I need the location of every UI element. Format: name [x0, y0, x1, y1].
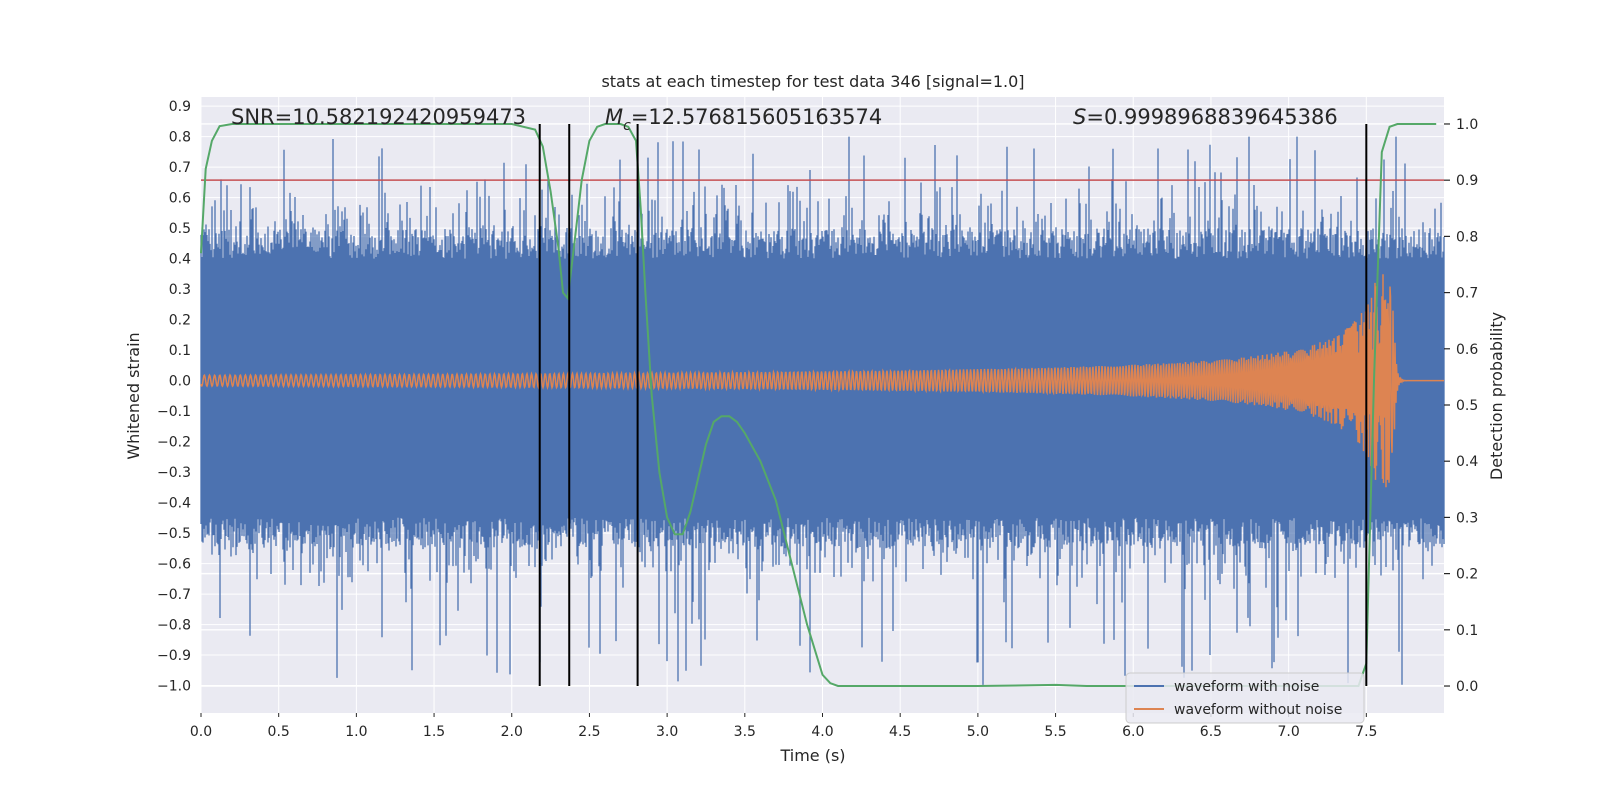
overlap-annotation: S=0.9998968839645386 [1073, 105, 1338, 129]
x-tick-label: 7.0 [1277, 724, 1299, 740]
y-tick-label: 0.2 [169, 313, 191, 329]
y-tick-label: −0.7 [157, 587, 191, 603]
x-tick-label: 3.0 [656, 724, 678, 740]
y2-axis-label: Detection probability [1487, 312, 1506, 480]
y-axis-ticks: 0.9 0.8 0.7 0.6 0.5 0.4 0.3 0.2 0.1 0.0 −0.1 −0.2 −0… [157, 99, 191, 694]
x-tick-label: 2.5 [578, 724, 600, 740]
y2-tick-label: 0.4 [1456, 454, 1478, 470]
legend-box [1125, 672, 1365, 724]
x-tick-label: 1.0 [345, 724, 367, 740]
x-tick-label: 3.5 [734, 724, 756, 740]
y2-tick-label: 0.3 [1456, 510, 1478, 526]
vertical-lines [538, 123, 1368, 687]
overlap-value: =0.9998968839645386 [1086, 105, 1337, 129]
legend: waveform with noise waveform without noi… [1125, 672, 1365, 724]
y-tick-label: −0.1 [157, 404, 191, 420]
x-tick-label: 5.0 [967, 724, 989, 740]
y-tick-label: −0.6 [157, 557, 191, 573]
y-tick-label: −0.4 [157, 496, 191, 512]
x-tick-label: 4.5 [889, 724, 911, 740]
y-tick-label: 0.1 [169, 343, 191, 359]
x-tick-label: 1.5 [423, 724, 445, 740]
x-tick-label: 7.5 [1355, 724, 1377, 740]
chirp-mass-symbol: M [605, 105, 623, 129]
clean-waveform-series [200, 274, 1444, 488]
chart-title: stats at each timestep for test data 346… [601, 72, 1024, 91]
y-tick-label: −0.5 [157, 526, 191, 542]
y2-tick-label: 0.1 [1456, 623, 1478, 639]
y-tick-label: −1.0 [157, 679, 191, 695]
y2-tick-label: 0.8 [1456, 229, 1478, 245]
y-tick-label: 0.5 [169, 221, 191, 237]
y-tick-label: −0.3 [157, 465, 191, 481]
y-tick-label: 0.9 [169, 99, 191, 115]
y2-tick-label: 0.0 [1456, 679, 1478, 695]
x-tick-label: 4.0 [811, 724, 833, 740]
chirp-mass-annotation: Mc=12.576815605163574 [605, 105, 882, 134]
x-tick-label: 0.0 [190, 724, 212, 740]
x-axis-ticks: 0.0 0.5 1.0 1.5 2.0 2.5 3.0 3.5 4.0 4.5 5.0 5.5 6.0 6… [190, 713, 1377, 740]
y-tick-label: 0.3 [169, 282, 191, 298]
y2-tick-label: 0.2 [1456, 567, 1478, 583]
x-tick-label: 5.5 [1044, 724, 1066, 740]
x-axis-label: Time (s) [779, 746, 845, 765]
y2-tick-label: 1.0 [1456, 117, 1478, 133]
chirp-mass-subscript: c [623, 118, 631, 134]
x-tick-label: 2.0 [501, 724, 523, 740]
y-tick-label: 0.6 [169, 191, 191, 207]
overlap-symbol: S [1073, 105, 1086, 129]
legend-label-clean: waveform without noise [1174, 702, 1342, 718]
x-tick-label: 0.5 [268, 724, 290, 740]
y-tick-label: −0.2 [157, 435, 191, 451]
y-tick-label: 0.0 [169, 374, 191, 390]
x-tick-label: 6.0 [1122, 724, 1144, 740]
legend-label-noise: waveform with noise [1174, 679, 1319, 695]
y-tick-label: −0.8 [157, 618, 191, 634]
clean-waveform-line [200, 274, 1444, 488]
y-axis-label: Whitened strain [124, 332, 143, 459]
y2-tick-label: 0.6 [1456, 342, 1478, 358]
y2-axis-ticks: 1.0 0.9 0.8 0.7 0.6 0.5 0.4 0.3 0.2 0.1 0.0 [1444, 117, 1478, 695]
y2-tick-label: 0.9 [1456, 173, 1478, 189]
y2-tick-label: 0.7 [1456, 286, 1478, 302]
y-tick-label: 0.4 [169, 252, 191, 268]
x-tick-label: 6.5 [1200, 724, 1222, 740]
y2-tick-label: 0.5 [1456, 398, 1478, 414]
snr-annotation: SNR=10.582192420959473 [231, 105, 526, 129]
y-tick-label: −0.9 [157, 648, 191, 664]
chirp-mass-value: =12.576815605163574 [631, 105, 882, 129]
y-tick-label: 0.8 [169, 130, 191, 146]
y-tick-label: 0.7 [169, 160, 191, 176]
